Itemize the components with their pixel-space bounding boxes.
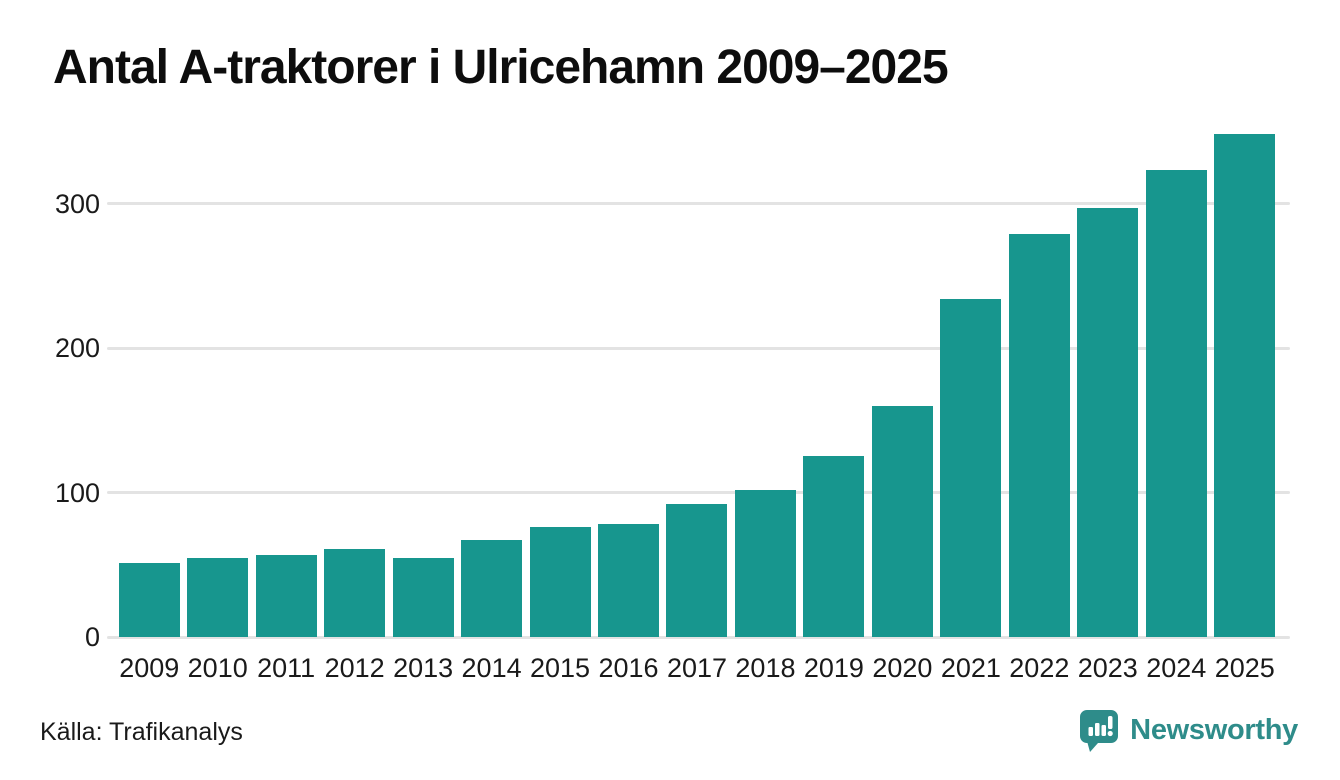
x-axis: 2009 2010 2011 2012 2013 2014 2015 2016 2017 2018… [115,653,1279,689]
x-tick-label-2016: 2016 [598,653,659,683]
bar-2016 [598,524,660,637]
bar-2009 [118,563,180,637]
y-tick-label-200: 200 [54,333,100,363]
bar-2018 [734,489,796,637]
gridline-100 [107,491,1290,494]
x-tick-label-2017: 2017 [666,653,728,683]
plot-area [115,130,1279,637]
bar-slot-2012 [320,130,388,637]
x-tick-label-2015: 2015 [530,653,591,683]
newsworthy-wordmark: Newsworthy [1130,714,1298,746]
bar-slot-2011 [252,130,320,637]
gridline-200 [107,346,1290,350]
bar-slot-2015 [526,130,594,637]
bar-slot-2009 [115,130,183,637]
x-tick-label-2022: 2022 [1009,653,1070,683]
bar-2022 [1008,233,1070,637]
x-tick-label-2018: 2018 [735,653,796,683]
bar-2012 [324,548,386,637]
bar-slot-2023 [1074,130,1142,637]
newsworthy-logo: Newsworthy [1079,708,1298,753]
bar-slot-2020 [868,130,936,637]
x-tick-label-2013: 2013 [393,653,454,683]
bar-slot-2010 [183,130,251,637]
bar-slot-2022 [1005,130,1073,637]
bar-series [115,130,1279,637]
bar-2021 [940,298,1002,637]
x-tick-label-2020: 2020 [872,653,933,683]
bar-slot-2024 [1142,130,1210,637]
bar-2014 [461,540,523,637]
x-tick-label-2014: 2014 [461,653,522,683]
bar-slot-2025 [1211,130,1279,637]
bar-2020 [871,405,933,637]
bar-2010 [187,557,249,637]
y-axis: 0 100 200 300 [20,130,100,652]
x-tick-label-2025: 2025 [1214,653,1275,683]
bar-slot-2019 [800,130,868,637]
x-tick-label-2010: 2010 [187,653,248,683]
bar-slot-2021 [937,130,1005,637]
bar-2019 [803,456,865,637]
bar-slot-2016 [594,130,662,637]
bar-slot-2018 [731,130,799,637]
x-tick-label-2021: 2021 [940,653,1001,683]
chart-title: Antal A-traktorer i Ulricehamn 2009–2025 [53,41,949,94]
bar-2017 [666,504,728,637]
bar-2024 [1145,170,1207,637]
gridline-300 [107,202,1290,205]
bar-slot-2014 [457,130,525,637]
x-tick-label-2019: 2019 [803,653,864,683]
x-tick-label-2024: 2024 [1146,653,1207,683]
x-tick-label-2012: 2012 [324,653,385,683]
bar-2013 [392,557,454,637]
bar-2025 [1214,134,1276,637]
y-tick-label-300: 300 [54,188,100,219]
bar-slot-2017 [663,130,731,637]
bar-2015 [529,527,591,637]
gridline-0 [107,635,1290,639]
gridlines-layer [107,130,1290,639]
newsworthy-icon [1080,710,1119,752]
x-tick-label-2011: 2011 [257,653,316,683]
bar-slot-2013 [389,130,457,637]
x-tick-label-2009: 2009 [119,653,180,683]
bar-2011 [255,554,317,637]
x-tick-label-2023: 2023 [1077,653,1138,683]
y-tick-label-100: 100 [54,477,100,508]
y-tick-label-0: 0 [84,622,100,652]
source-note: Källa: Trafikanalys [40,718,243,746]
bar-2023 [1077,207,1139,637]
